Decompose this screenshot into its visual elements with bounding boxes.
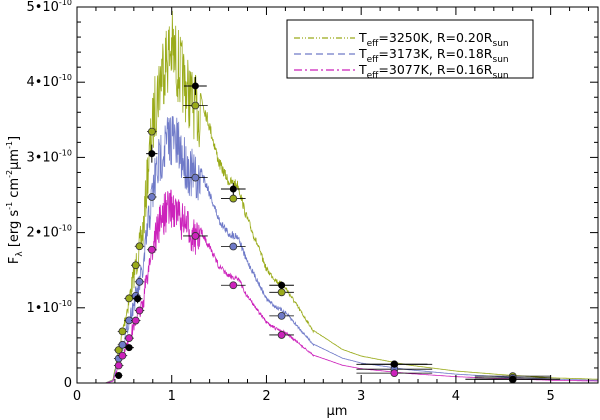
y-tick-label: 2•10-10 xyxy=(26,224,72,241)
observation-point xyxy=(125,344,133,352)
observation-point xyxy=(278,281,286,289)
x-tick-label: 0 xyxy=(73,389,81,404)
y-axis-title-text: Fλ [erg s-1 cm-2μm-1] xyxy=(5,136,25,264)
synthetic-point-2 xyxy=(147,193,156,201)
synthetic-point-1 xyxy=(114,346,123,354)
legend-label-1: Teff=3250K, R=0.20Rsun xyxy=(358,30,509,49)
synthetic-point-1 xyxy=(125,294,134,303)
synthetic-point-3 xyxy=(114,361,123,370)
x-axis-title: μm xyxy=(327,404,348,419)
synthetic-point-2 xyxy=(277,311,286,320)
x-tick-label: 1 xyxy=(168,389,176,404)
observation-point xyxy=(148,150,156,158)
synthetic-point-2 xyxy=(191,173,200,182)
synthetic-point-1 xyxy=(229,194,238,203)
plot-frame xyxy=(76,6,599,384)
synthetic-point-1 xyxy=(135,242,144,251)
synthetic-point-3 xyxy=(191,232,200,240)
y-tick-label: 3•10-10 xyxy=(26,148,72,165)
synthetic-point-2 xyxy=(229,242,238,251)
synthetic-point-3 xyxy=(229,281,238,290)
legend-box xyxy=(286,19,534,79)
y-tick-label: 5•10-10 xyxy=(26,0,72,15)
y-tick-label: 4•10-10 xyxy=(26,73,72,90)
synthetic-point-1 xyxy=(131,261,140,270)
observation-point xyxy=(115,371,123,379)
synthetic-point-1 xyxy=(277,288,286,297)
observations-layer xyxy=(114,76,561,383)
synthetic-point-1 xyxy=(191,101,200,110)
y-tick-label: 0 xyxy=(64,376,72,391)
synthetic-point-2 xyxy=(118,340,127,349)
x-tick-label: 2 xyxy=(262,389,270,404)
synthetic-point-3 xyxy=(125,334,134,343)
synthetic-point-3 xyxy=(390,369,399,377)
y-axis-title: Fλ [erg s-1 cm-2μm-1] xyxy=(5,136,25,264)
synthetic-point-1 xyxy=(118,327,127,336)
x-tick-label: 4 xyxy=(452,389,460,404)
observation-point xyxy=(191,82,199,90)
y-tick-label: 1•10-10 xyxy=(26,299,72,316)
synthetic-point-3 xyxy=(277,331,286,339)
observation-point xyxy=(390,360,398,368)
observation-point xyxy=(229,185,237,193)
x-tick-label: 3 xyxy=(357,389,365,404)
synthetic-point-3 xyxy=(135,306,144,315)
observation-point xyxy=(134,295,142,303)
legend-label-2: Teff=3173K, R=0.18Rsun xyxy=(358,46,509,65)
synthetic-point-3 xyxy=(147,245,156,254)
axes-layer: 0 1 2 3 4 5 0 1•10-10 2•10-10 3•10-10 4•10-10 5•10-… xyxy=(26,0,599,404)
x-tick-label: 5 xyxy=(546,389,554,404)
synthetic-point-1 xyxy=(147,127,156,136)
synthetic-point-3 xyxy=(131,316,140,325)
synthetic-point-2 xyxy=(135,277,144,286)
legend-label-3: Teff=3077K, R=0.16Rsun xyxy=(358,62,509,81)
synthetic-point-3 xyxy=(118,351,127,360)
